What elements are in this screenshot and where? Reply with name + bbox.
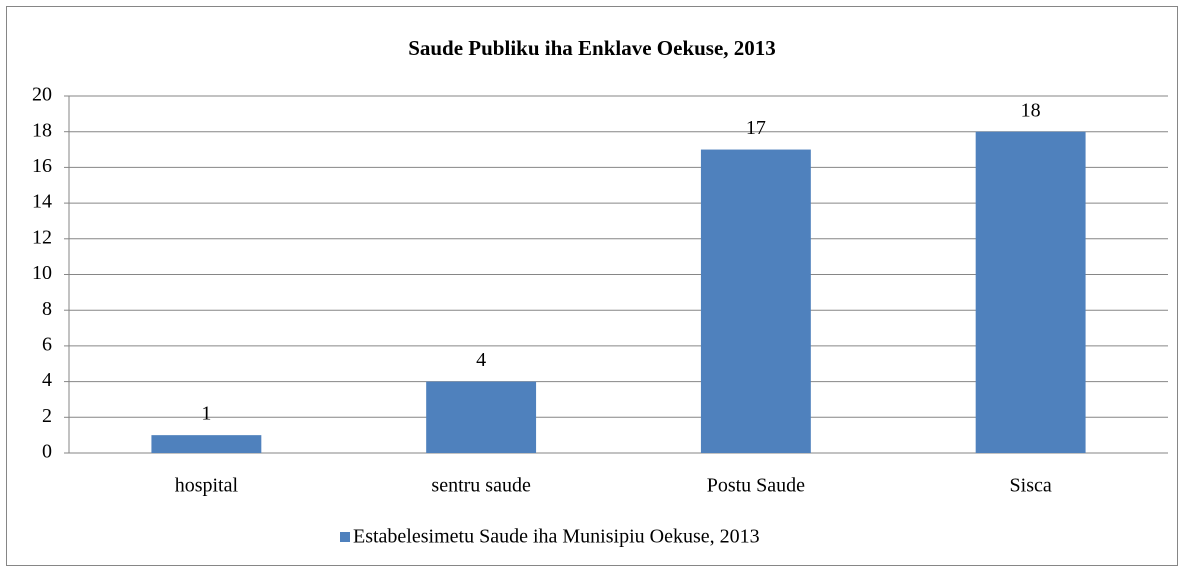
y-tick-label: 10 <box>32 262 52 284</box>
data-label: 4 <box>476 349 486 371</box>
y-tick-label: 12 <box>32 226 52 248</box>
x-tick-label: sentru saude <box>431 475 531 497</box>
data-label: 18 <box>1021 99 1041 121</box>
y-tick-label: 4 <box>42 369 52 391</box>
y-tick-label: 18 <box>32 119 52 141</box>
y-tick-label: 20 <box>32 84 52 106</box>
y-tick-label: 8 <box>42 298 52 320</box>
bar <box>151 435 262 453</box>
legend-swatch <box>340 532 350 542</box>
data-label: 1 <box>201 403 211 425</box>
x-tick-label: Postu Saude <box>707 475 805 497</box>
y-tick-label: 16 <box>32 155 52 177</box>
legend-label: Estabelesimetu Saude iha Munisipiu Oekus… <box>353 526 760 548</box>
x-tick-label: Sisca <box>1010 475 1052 497</box>
y-tick-label: 0 <box>42 441 52 463</box>
data-label: 17 <box>746 117 766 139</box>
bar <box>975 131 1086 453</box>
bar <box>426 381 537 453</box>
y-tick-label: 6 <box>42 333 52 355</box>
y-tick-label: 14 <box>32 191 52 213</box>
chart-title: Saude Publiku iha Enklave Oekuse, 2013 <box>408 36 776 60</box>
bar <box>700 149 811 454</box>
y-tick-label: 2 <box>42 405 52 427</box>
x-tick-label: hospital <box>175 475 239 497</box>
